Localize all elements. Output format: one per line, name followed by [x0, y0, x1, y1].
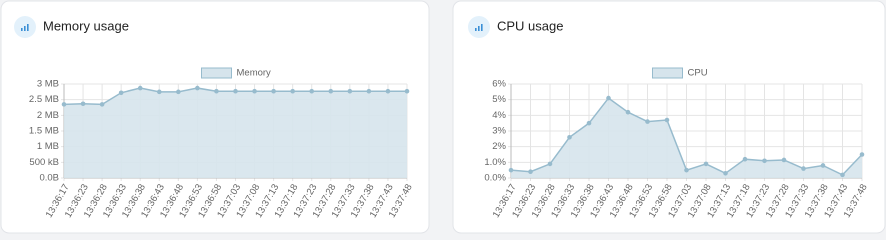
point [214, 88, 219, 94]
y-tick-label: 6% [492, 79, 506, 90]
point [586, 120, 592, 126]
point [703, 161, 709, 167]
icon-bar [475, 28, 477, 31]
area-fill [511, 98, 862, 178]
point [606, 95, 611, 101]
point [762, 158, 767, 164]
point [664, 117, 670, 123]
point [547, 161, 553, 167]
point [195, 85, 200, 91]
point [61, 102, 67, 107]
point [156, 89, 162, 95]
icon-bar [24, 26, 26, 31]
icon-bar [27, 24, 29, 31]
point [508, 167, 514, 173]
y-tick-label: 2 MB [37, 110, 59, 121]
point [176, 89, 181, 95]
point [80, 101, 86, 107]
point [723, 171, 728, 176]
point [801, 166, 806, 171]
y-tick-label: 4% [492, 110, 506, 121]
point [328, 88, 334, 94]
legend-swatch [652, 67, 683, 79]
point [742, 156, 748, 162]
point [567, 134, 572, 140]
y-tick-label: 3% [492, 126, 506, 137]
point [385, 88, 391, 94]
legend-swatch [201, 67, 232, 79]
point [840, 172, 845, 178]
point [625, 109, 631, 115]
y-tick-label: 1.0% [484, 157, 506, 168]
point [684, 167, 689, 173]
card-title: Memory usage [43, 18, 129, 33]
point [309, 88, 315, 94]
dashboard: Memory usage Memory 0.0B 500 kB 1 MB 1.5 MB 2 … [0, 0, 886, 234]
point [347, 88, 353, 94]
point [366, 88, 372, 94]
point [645, 119, 650, 124]
point [271, 88, 276, 94]
point [118, 90, 124, 96]
y-tick-label: 2.5 MB [29, 94, 59, 105]
card-title: CPU usage [497, 18, 563, 33]
y-tick-label: 500 kB [29, 157, 59, 168]
y-tick-label: 0.0B [39, 173, 59, 184]
y-tick-label: 1.5 MB [29, 126, 59, 137]
point [99, 102, 105, 107]
icon-bar [481, 24, 483, 31]
point [820, 163, 826, 168]
y-tick-label: 5% [492, 94, 506, 105]
point [404, 88, 410, 94]
legend-label: CPU [688, 68, 708, 79]
legend-label: Memory [237, 68, 272, 79]
area-fill [64, 88, 407, 178]
point [290, 88, 295, 94]
y-tick-label: 0.0% [484, 173, 506, 184]
y-tick-label: 2% [492, 141, 506, 152]
y-tick-label: 3 MB [37, 79, 59, 90]
y-tick-label: 1 MB [37, 141, 59, 152]
point [781, 157, 787, 163]
point [859, 152, 865, 157]
point [137, 85, 143, 91]
point [252, 88, 257, 94]
point [233, 88, 238, 94]
icon-bar [21, 28, 23, 31]
icon-bar [478, 26, 480, 31]
point [528, 169, 533, 175]
